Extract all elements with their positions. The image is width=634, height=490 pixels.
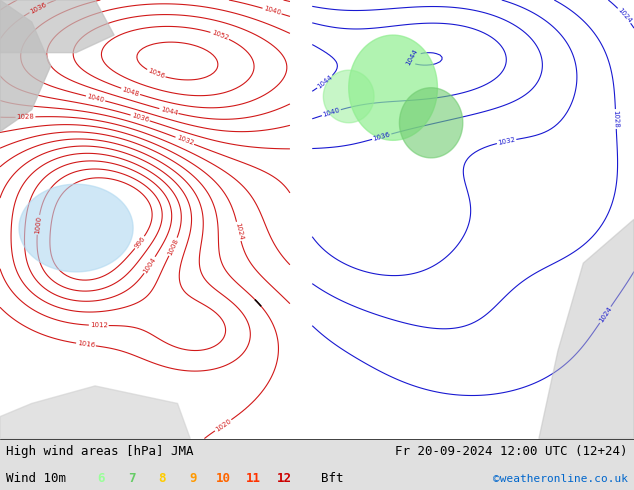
Text: 1000: 1000 — [34, 216, 42, 234]
Text: 12: 12 — [276, 472, 292, 485]
Polygon shape — [349, 35, 437, 140]
Text: 1040: 1040 — [262, 5, 281, 17]
Text: 1012: 1012 — [90, 322, 108, 329]
Text: 1048: 1048 — [121, 86, 140, 97]
Text: 1004: 1004 — [142, 256, 157, 274]
Text: Bft: Bft — [321, 472, 343, 485]
Text: Wind 10m: Wind 10m — [6, 472, 67, 485]
Text: 1024: 1024 — [616, 7, 633, 24]
Text: 1052: 1052 — [210, 29, 230, 41]
Text: 7: 7 — [128, 472, 136, 485]
Text: 1036: 1036 — [372, 131, 391, 142]
Text: 11: 11 — [246, 472, 261, 485]
Polygon shape — [0, 0, 51, 132]
Polygon shape — [539, 220, 634, 439]
Text: 1044: 1044 — [316, 74, 333, 90]
Text: Fr 20-09-2024 12:00 UTC (12+24): Fr 20-09-2024 12:00 UTC (12+24) — [395, 445, 628, 458]
Text: 1032: 1032 — [497, 137, 516, 146]
Text: 1028: 1028 — [16, 114, 34, 120]
Text: 1044: 1044 — [404, 48, 418, 67]
Text: 1020: 1020 — [214, 418, 232, 433]
Text: 1040: 1040 — [86, 93, 105, 103]
Polygon shape — [19, 184, 133, 272]
Text: ©weatheronline.co.uk: ©weatheronline.co.uk — [493, 474, 628, 484]
Text: 1024: 1024 — [234, 222, 243, 241]
Text: 1032: 1032 — [176, 135, 194, 147]
Polygon shape — [0, 0, 114, 52]
Text: High wind areas [hPa] JMA: High wind areas [hPa] JMA — [6, 445, 194, 458]
Polygon shape — [399, 88, 463, 158]
Text: 1036: 1036 — [29, 1, 48, 15]
Text: 1016: 1016 — [77, 341, 95, 349]
Text: 1008: 1008 — [167, 237, 179, 256]
Text: 1024: 1024 — [598, 306, 613, 324]
Text: 6: 6 — [98, 472, 105, 485]
Text: 1044: 1044 — [160, 106, 178, 116]
Text: 1028: 1028 — [612, 110, 619, 128]
Polygon shape — [323, 70, 374, 123]
Text: 996: 996 — [133, 235, 146, 249]
Text: 1056: 1056 — [146, 68, 165, 80]
Text: 9: 9 — [189, 472, 197, 485]
Polygon shape — [0, 386, 190, 439]
Text: 10: 10 — [216, 472, 231, 485]
Text: 1040: 1040 — [322, 107, 340, 118]
Text: 8: 8 — [158, 472, 166, 485]
Text: 1036: 1036 — [131, 112, 150, 123]
